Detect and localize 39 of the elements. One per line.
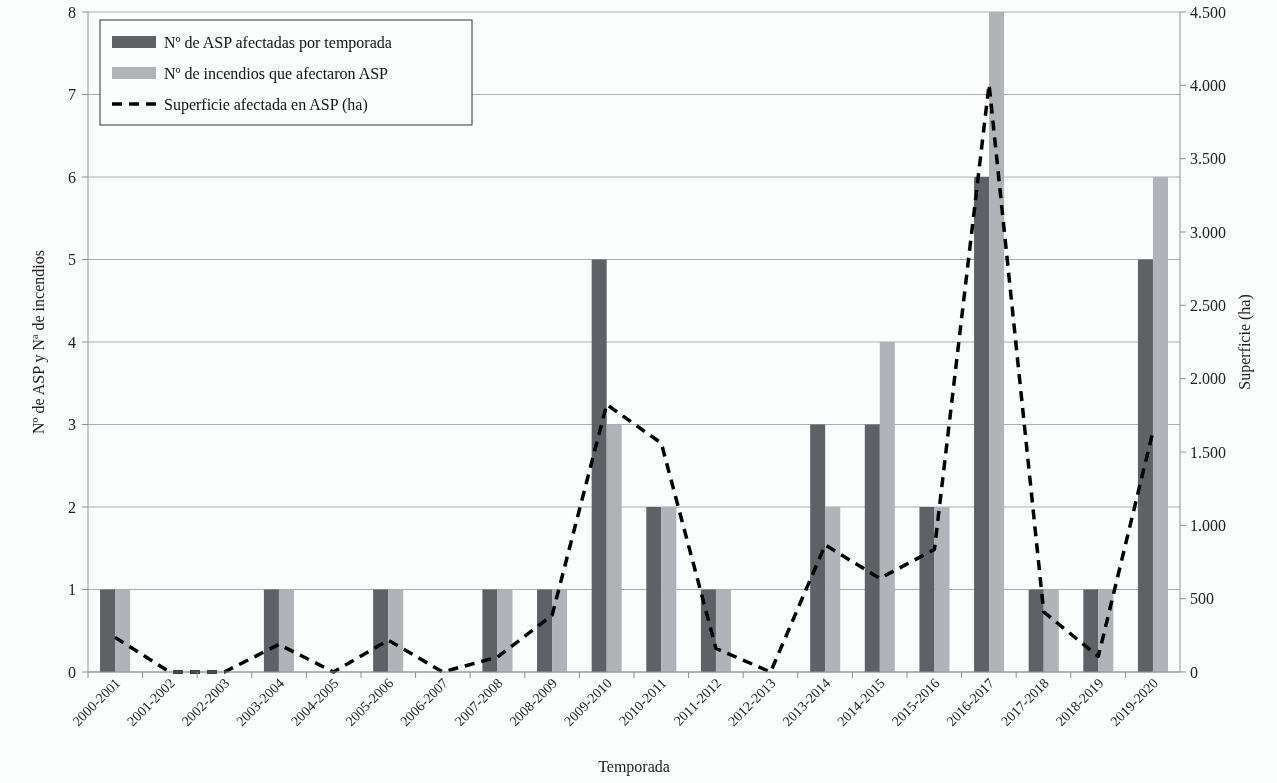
y-tick-label: 6 [68, 168, 76, 186]
y-tick-label: 7 [68, 86, 76, 104]
bar [974, 177, 990, 672]
y2-tick-label: 3.000 [1190, 223, 1226, 241]
bar [263, 589, 279, 672]
y2-tick-label: 1.000 [1190, 516, 1226, 534]
bar [1083, 589, 1099, 672]
y2-tick-label: 0 [1190, 663, 1198, 681]
y2-tick-label: 3.500 [1190, 150, 1226, 168]
y-tick-label: 0 [68, 663, 76, 681]
legend-label: Nº de incendios que afectaron ASP [164, 64, 389, 83]
bar [537, 589, 553, 672]
bar [100, 589, 116, 672]
y2-axis-title: Superficie (ha) [1236, 294, 1254, 390]
y-tick-label: 4 [68, 333, 76, 351]
bar [919, 507, 935, 672]
bar [646, 507, 662, 672]
bar [373, 589, 389, 672]
bar [591, 259, 607, 672]
y2-tick-label: 4.000 [1190, 76, 1226, 94]
bar [864, 424, 880, 672]
y2-tick-label: 2.500 [1190, 296, 1226, 314]
bar [810, 424, 826, 672]
y-axis-title: Nº de ASP y Nª de incendios [30, 250, 48, 434]
y-tick-label: 3 [68, 416, 76, 434]
y-tick-label: 2 [68, 498, 76, 516]
x-axis-title: Temporada [598, 758, 670, 776]
bar [482, 589, 498, 672]
legend-label: Superficie afectada en ASP (ha) [164, 95, 368, 114]
legend-label: Nº de ASP afectadas por temporada [164, 33, 392, 52]
y-tick-label: 1 [68, 581, 76, 599]
y-tick-label: 8 [68, 3, 76, 21]
bar [1028, 589, 1044, 672]
y-tick-label: 5 [68, 251, 76, 269]
y2-tick-label: 1.500 [1190, 443, 1226, 461]
y2-tick-label: 4.500 [1190, 3, 1226, 21]
y2-tick-label: 500 [1190, 590, 1214, 608]
bar [1137, 259, 1153, 672]
y2-tick-label: 2.000 [1190, 370, 1226, 388]
